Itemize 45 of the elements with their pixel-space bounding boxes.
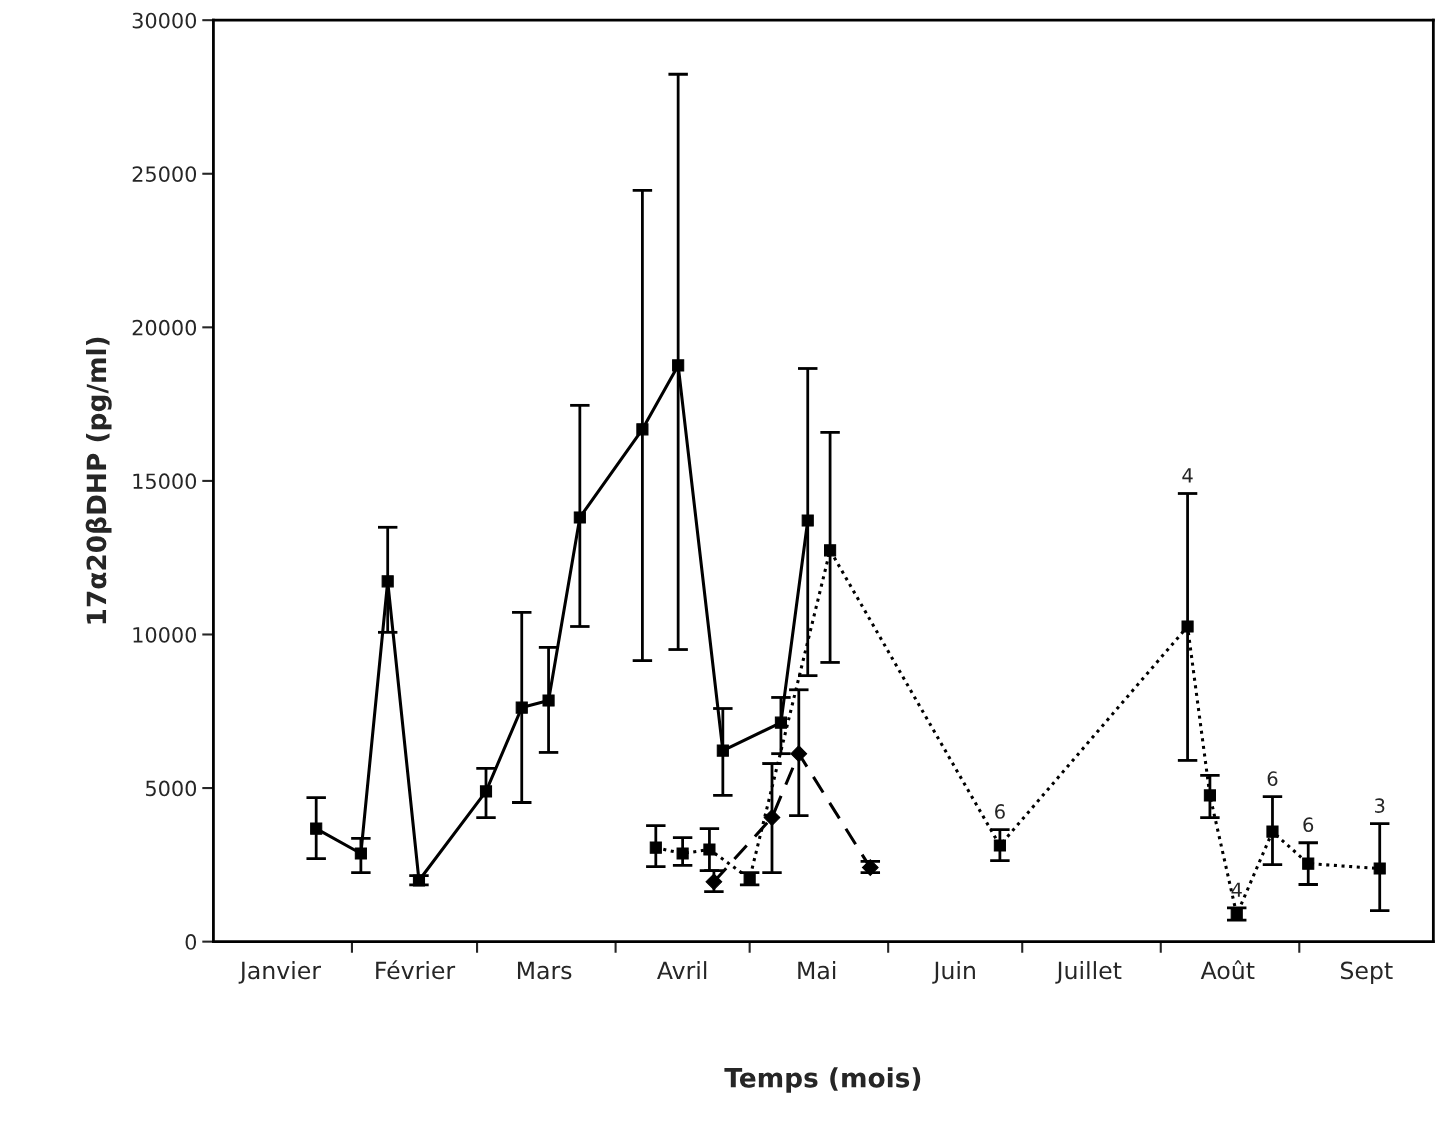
- y-tick-label: 0: [185, 934, 197, 950]
- point: [1266, 825, 1279, 838]
- annotation: 6: [1267, 771, 1278, 786]
- y-tick-label: 20000: [132, 319, 197, 336]
- point: [1373, 862, 1386, 875]
- x-tick-label: Juin: [932, 961, 975, 984]
- point: [479, 785, 493, 798]
- point: [515, 701, 528, 714]
- point: [636, 423, 649, 436]
- point: [1203, 789, 1216, 802]
- annotation: 4: [1231, 882, 1242, 897]
- y-tick-label: 10000: [133, 626, 197, 643]
- y-tick-label: 25000: [132, 166, 197, 182]
- point: [542, 694, 555, 707]
- point: [763, 809, 781, 826]
- point: [1181, 620, 1194, 633]
- x-tick-label: Sept: [1340, 961, 1393, 984]
- y-tick-label: 5000: [146, 780, 197, 797]
- x-tick-label: Février: [376, 960, 456, 980]
- x-tick-label: Mai: [798, 961, 836, 980]
- annotation: 6: [995, 804, 1005, 819]
- x-tick-label: Août: [1200, 960, 1255, 980]
- point: [824, 544, 837, 557]
- y-tick-label: 30000: [132, 12, 197, 29]
- y-axis-title: 17α20βDHP (pg/ml): [85, 337, 112, 624]
- point: [790, 745, 808, 763]
- point: [801, 514, 814, 527]
- point: [676, 847, 689, 860]
- x-tick-label: Avril: [657, 961, 707, 980]
- x-tick-label: Mars: [517, 961, 572, 980]
- point: [573, 511, 586, 524]
- point: [672, 359, 685, 372]
- x-axis-title: Temps (mois): [724, 1067, 921, 1093]
- point: [703, 843, 716, 856]
- point: [774, 716, 788, 729]
- x-tick-label: Janvier: [238, 961, 322, 984]
- point: [716, 744, 729, 757]
- annotation: 6: [1303, 817, 1314, 833]
- point: [1302, 857, 1315, 870]
- y-tick-label: 15000: [133, 473, 197, 490]
- annotation: 3: [1375, 798, 1385, 813]
- annotation: 4: [1182, 468, 1193, 483]
- x-tick-label: Juillet: [1055, 961, 1122, 984]
- point: [993, 839, 1006, 852]
- point: [649, 841, 662, 854]
